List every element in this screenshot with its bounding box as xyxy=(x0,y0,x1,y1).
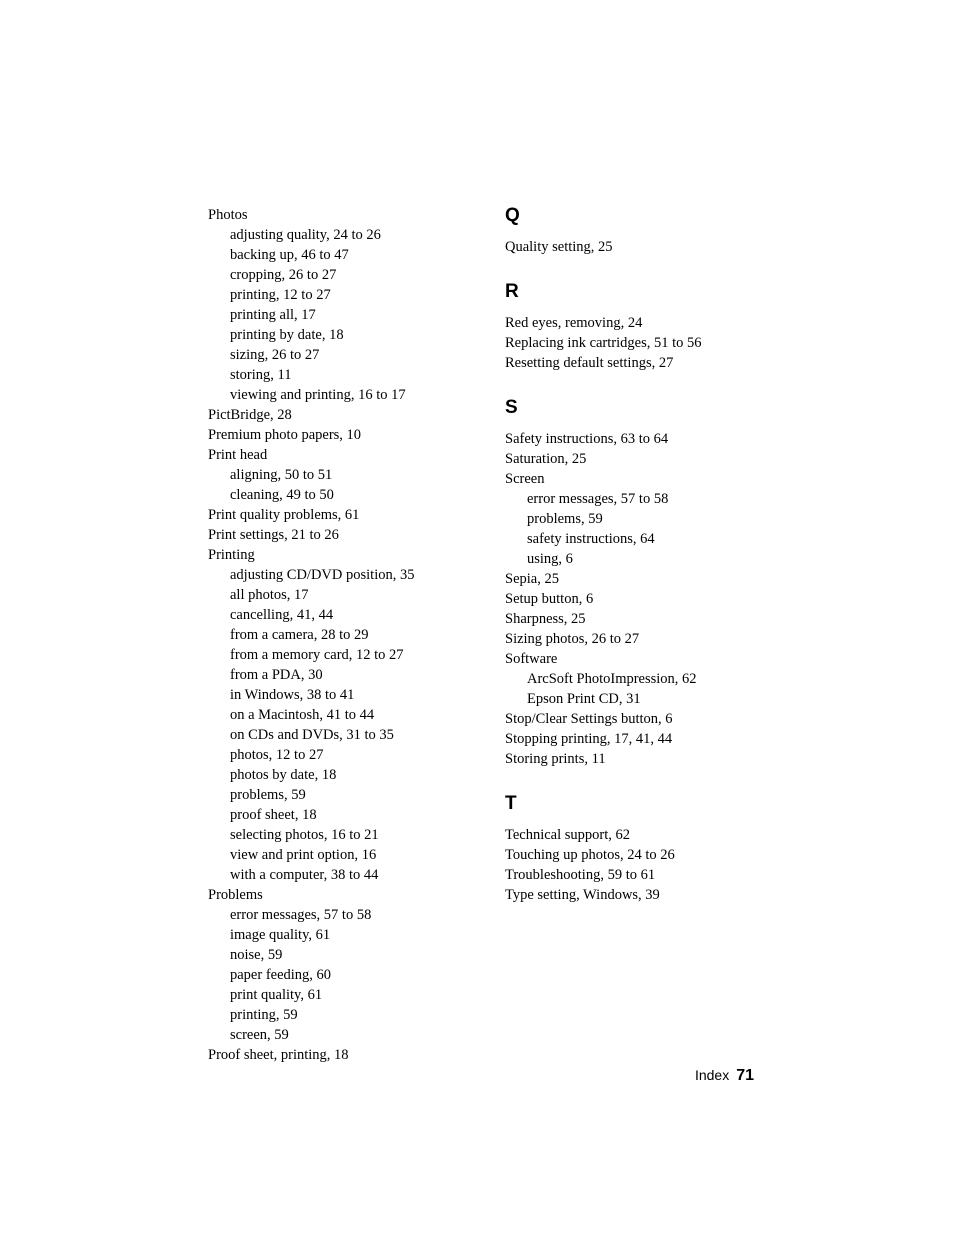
index-entry: Printing xyxy=(208,545,457,565)
section-letter: Q xyxy=(505,205,754,227)
index-entry: Safety instructions, 63 to 64 xyxy=(505,429,754,449)
index-entry: Premium photo papers, 10 xyxy=(208,425,457,445)
index-entry: Proof sheet, printing, 18 xyxy=(208,1045,457,1065)
index-entry: Stop/Clear Settings button, 6 xyxy=(505,709,754,729)
index-subentry: printing all, 17 xyxy=(208,305,457,325)
index-content: Photosadjusting quality, 24 to 26backing… xyxy=(0,0,954,1065)
index-entry: Sharpness, 25 xyxy=(505,609,754,629)
index-subentry: cancelling, 41, 44 xyxy=(208,605,457,625)
index-subentry: from a camera, 28 to 29 xyxy=(208,625,457,645)
index-entry: Red eyes, removing, 24 xyxy=(505,313,754,333)
index-subentry: from a PDA, 30 xyxy=(208,665,457,685)
index-subentry: viewing and printing, 16 to 17 xyxy=(208,385,457,405)
index-subentry: with a computer, 38 to 44 xyxy=(208,865,457,885)
index-entry: Problems xyxy=(208,885,457,905)
index-subentry: photos, 12 to 27 xyxy=(208,745,457,765)
index-subentry: on CDs and DVDs, 31 to 35 xyxy=(208,725,457,745)
index-subentry: printing, 59 xyxy=(208,1005,457,1025)
index-entry: Touching up photos, 24 to 26 xyxy=(505,845,754,865)
index-subentry: storing, 11 xyxy=(208,365,457,385)
index-subentry: Epson Print CD, 31 xyxy=(505,689,754,709)
index-entry: Sepia, 25 xyxy=(505,569,754,589)
index-entry: Troubleshooting, 59 to 61 xyxy=(505,865,754,885)
section-letter: T xyxy=(505,793,754,815)
index-subentry: on a Macintosh, 41 to 44 xyxy=(208,705,457,725)
index-subentry: paper feeding, 60 xyxy=(208,965,457,985)
index-subentry: adjusting quality, 24 to 26 xyxy=(208,225,457,245)
index-subentry: cropping, 26 to 27 xyxy=(208,265,457,285)
index-subentry: noise, 59 xyxy=(208,945,457,965)
index-entry: Photos xyxy=(208,205,457,225)
index-subentry: ArcSoft PhotoImpression, 62 xyxy=(505,669,754,689)
page-footer: Index 71 xyxy=(695,1067,754,1085)
index-subentry: proof sheet, 18 xyxy=(208,805,457,825)
index-subentry: sizing, 26 to 27 xyxy=(208,345,457,365)
index-subentry: problems, 59 xyxy=(208,785,457,805)
index-subentry: in Windows, 38 to 41 xyxy=(208,685,457,705)
index-subentry: printing by date, 18 xyxy=(208,325,457,345)
index-entry: PictBridge, 28 xyxy=(208,405,457,425)
index-subentry: selecting photos, 16 to 21 xyxy=(208,825,457,845)
index-subentry: safety instructions, 64 xyxy=(505,529,754,549)
index-entry: Setup button, 6 xyxy=(505,589,754,609)
index-subentry: adjusting CD/DVD position, 35 xyxy=(208,565,457,585)
index-entry: Quality setting, 25 xyxy=(505,237,754,257)
index-subentry: using, 6 xyxy=(505,549,754,569)
index-entry: Print quality problems, 61 xyxy=(208,505,457,525)
index-subentry: all photos, 17 xyxy=(208,585,457,605)
index-entry: Saturation, 25 xyxy=(505,449,754,469)
index-subentry: backing up, 46 to 47 xyxy=(208,245,457,265)
index-subentry: error messages, 57 to 58 xyxy=(208,905,457,925)
index-subentry: from a memory card, 12 to 27 xyxy=(208,645,457,665)
index-subentry: problems, 59 xyxy=(505,509,754,529)
index-subentry: screen, 59 xyxy=(208,1025,457,1045)
index-entry: Resetting default settings, 27 xyxy=(505,353,754,373)
section-letter: R xyxy=(505,281,754,303)
index-entry: Storing prints, 11 xyxy=(505,749,754,769)
index-entry: Technical support, 62 xyxy=(505,825,754,845)
index-subentry: error messages, 57 to 58 xyxy=(505,489,754,509)
index-subentry: aligning, 50 to 51 xyxy=(208,465,457,485)
index-subentry: image quality, 61 xyxy=(208,925,457,945)
index-subentry: printing, 12 to 27 xyxy=(208,285,457,305)
index-entry: Print head xyxy=(208,445,457,465)
index-subentry: print quality, 61 xyxy=(208,985,457,1005)
left-column: Photosadjusting quality, 24 to 26backing… xyxy=(208,205,457,1065)
index-entry: Stopping printing, 17, 41, 44 xyxy=(505,729,754,749)
section-letter: S xyxy=(505,397,754,419)
index-entry: Replacing ink cartridges, 51 to 56 xyxy=(505,333,754,353)
index-subentry: photos by date, 18 xyxy=(208,765,457,785)
right-column: Q Quality setting, 25 R Red eyes, removing,… xyxy=(505,205,754,1065)
footer-label: Index xyxy=(695,1067,729,1083)
index-entry: Print settings, 21 to 26 xyxy=(208,525,457,545)
index-subentry: cleaning, 49 to 50 xyxy=(208,485,457,505)
index-subentry: view and print option, 16 xyxy=(208,845,457,865)
index-entry: Type setting, Windows, 39 xyxy=(505,885,754,905)
footer-page-number: 71 xyxy=(736,1067,754,1084)
index-entry: Screen xyxy=(505,469,754,489)
index-entry: Software xyxy=(505,649,754,669)
index-entry: Sizing photos, 26 to 27 xyxy=(505,629,754,649)
